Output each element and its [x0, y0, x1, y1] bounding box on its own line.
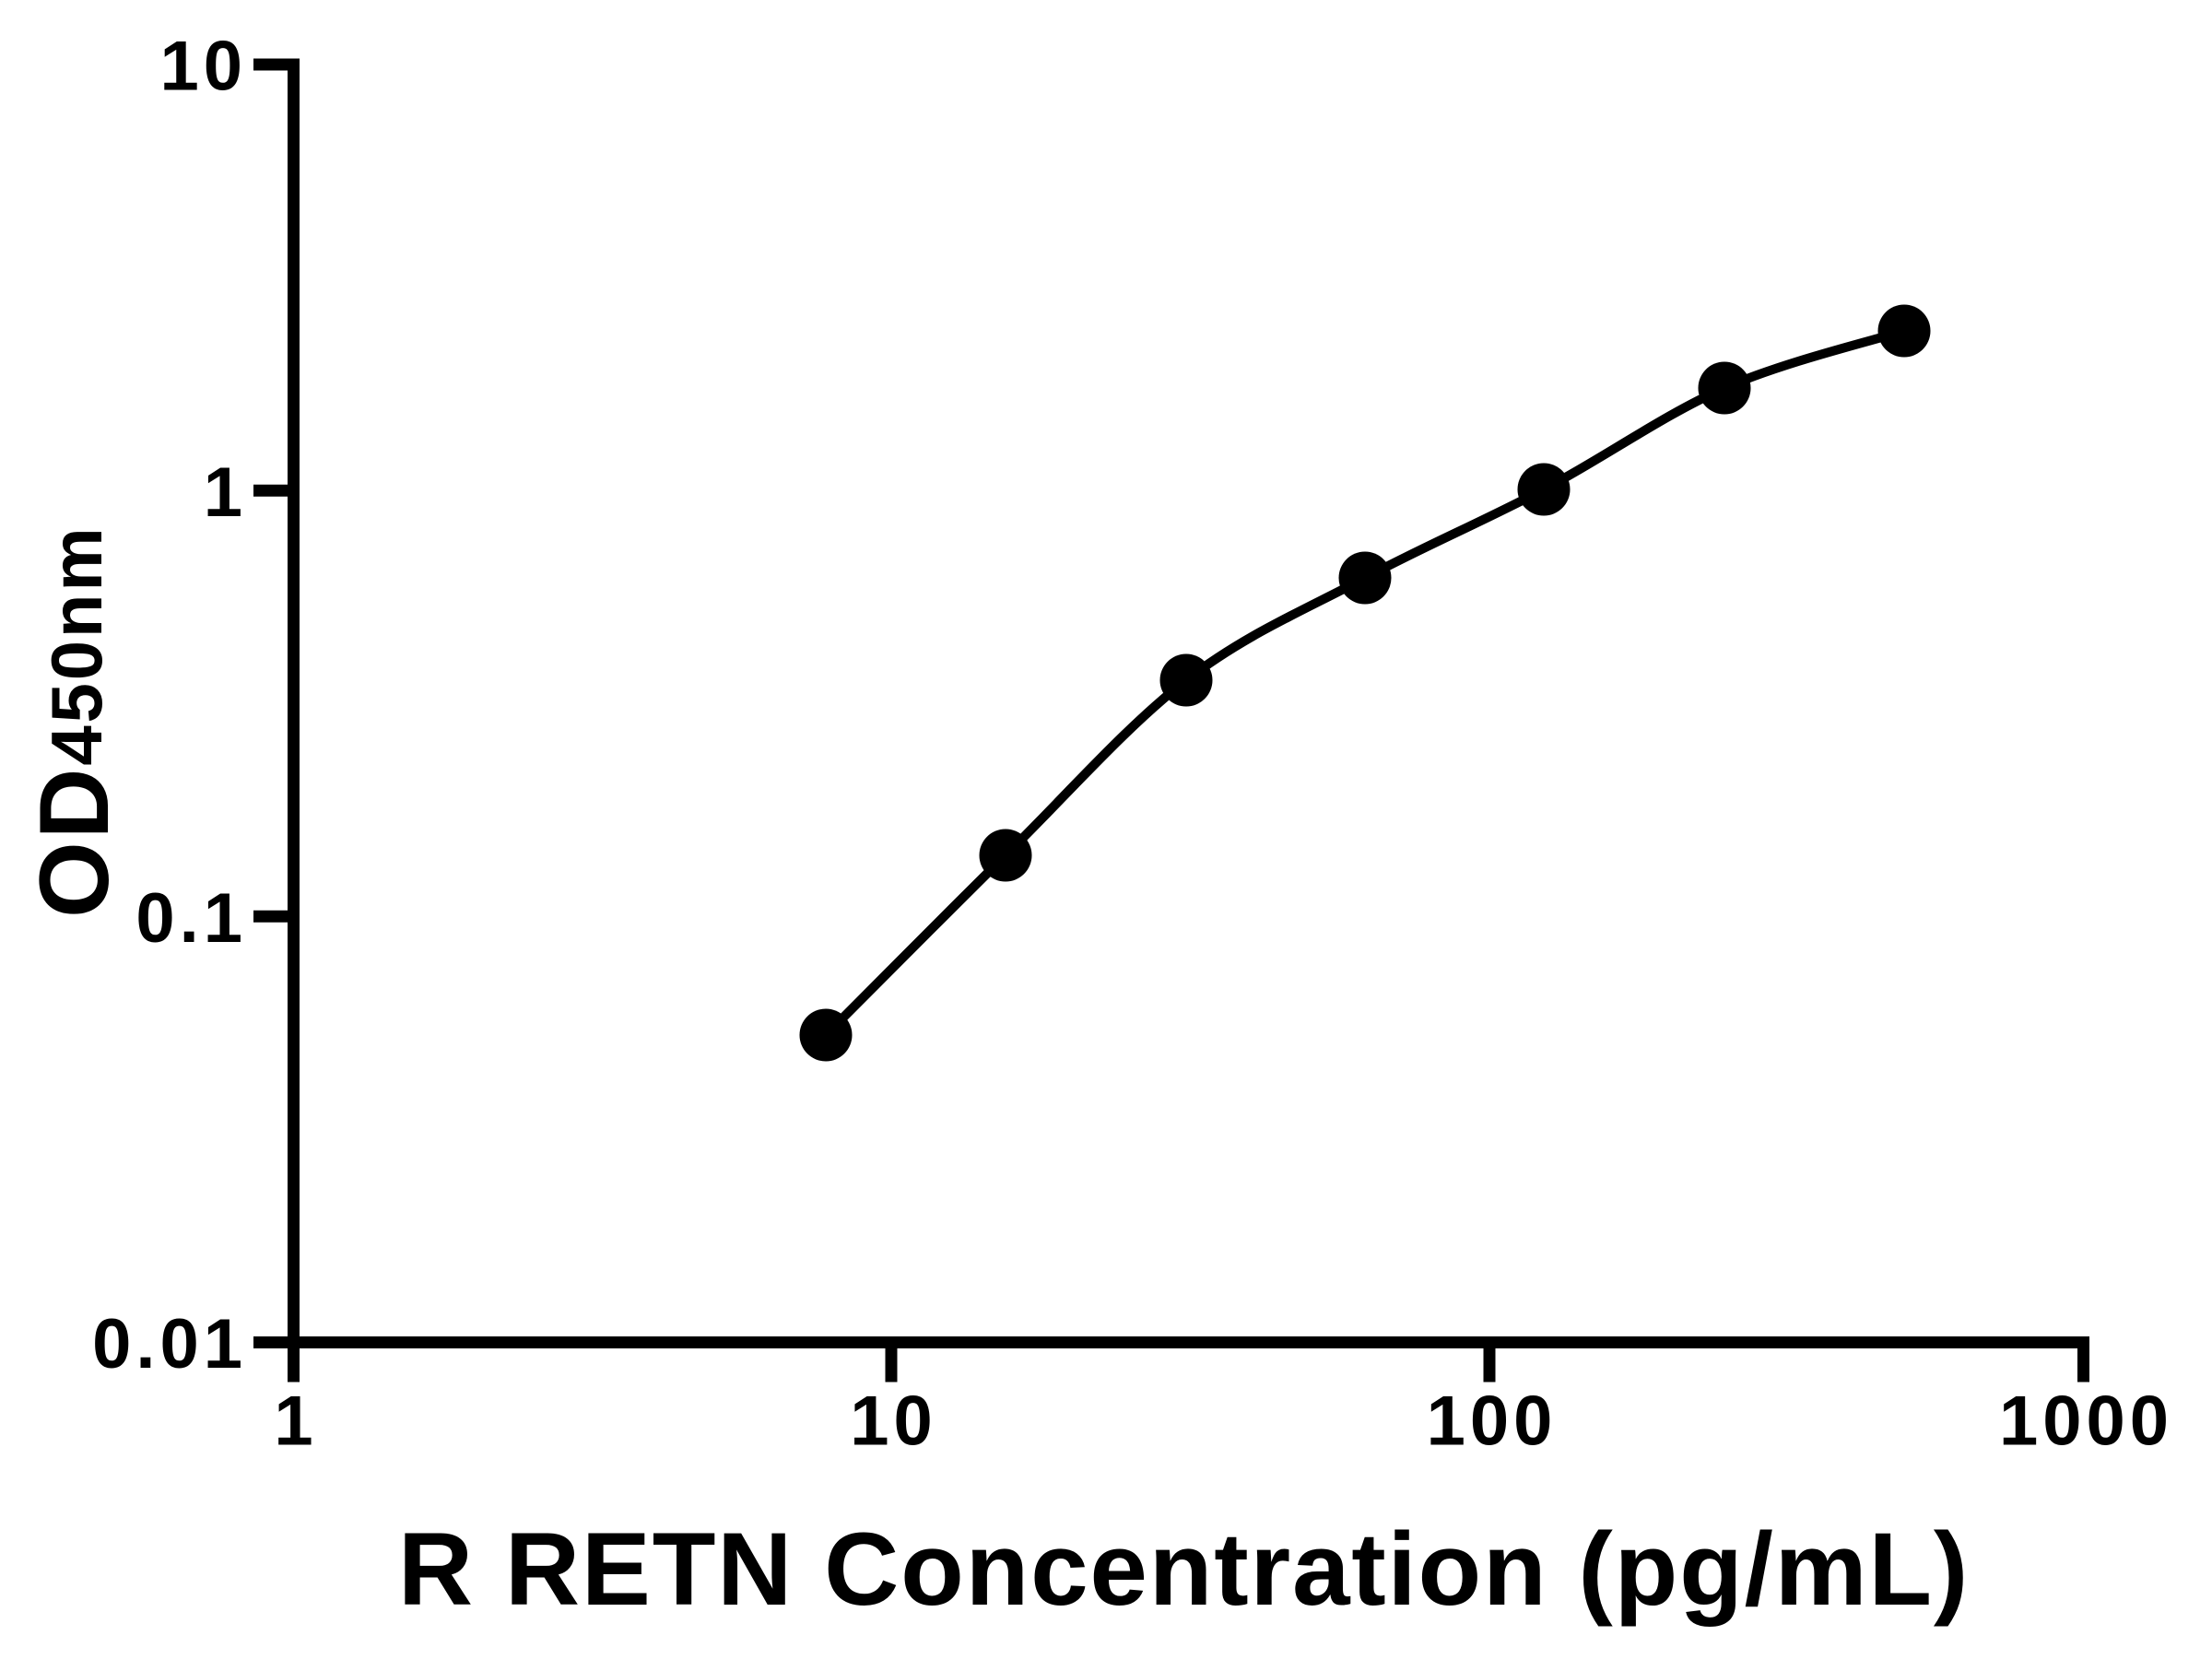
svg-text:100: 100: [1427, 1382, 1558, 1460]
svg-text:R RETN Concentration (pg/mL): R RETN Concentration (pg/mL): [398, 1511, 1970, 1627]
svg-text:0.1: 0.1: [135, 879, 247, 958]
svg-text:1000: 1000: [1999, 1382, 2173, 1460]
svg-text:0.01: 0.01: [92, 1305, 247, 1383]
svg-text:1: 1: [204, 453, 247, 532]
svg-text:10: 10: [159, 28, 247, 106]
svg-text:10: 10: [850, 1382, 937, 1460]
svg-text:1: 1: [274, 1382, 317, 1460]
svg-text:OD450nm: OD450nm: [19, 525, 129, 919]
